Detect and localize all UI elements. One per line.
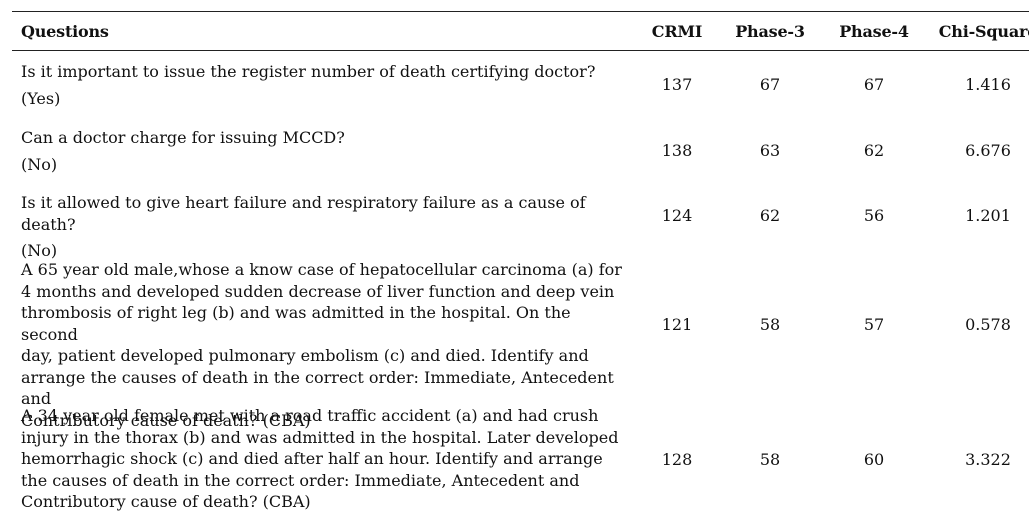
question-line: injury in the thorax (b) and was admitte… <box>21 427 619 447</box>
crmi-value: 124 <box>661 206 693 225</box>
chi-square-value: 0.578 <box>965 315 1011 334</box>
question-text: Is it allowed to give heart failure and … <box>21 193 586 234</box>
phase4-value: 57 <box>863 315 885 334</box>
question-cell: A 34 year old female met with a road tra… <box>21 405 631 513</box>
question-line: thrombosis of right leg (b) and was admi… <box>21 303 571 344</box>
table-header-rule <box>12 50 1029 51</box>
phase3-value: 62 <box>759 206 781 225</box>
question-cell: Is it allowed to give heart failure and … <box>21 192 631 262</box>
question-line: hemorrhagic shock (c) and died after hal… <box>21 449 603 468</box>
phase4-value: 62 <box>863 141 885 160</box>
phase4-value: 60 <box>863 450 885 469</box>
question-line: Contributory cause of death? (CBA) <box>21 492 311 511</box>
question-cell: Is it important to issue the register nu… <box>21 61 631 109</box>
question-line: 4 months and developed sudden decrease o… <box>21 281 615 301</box>
question-line: A 65 year old male,whose a know case of … <box>21 260 622 279</box>
question-cell: Can a doctor charge for issuing MCCD? (N… <box>21 127 631 175</box>
chi-square-value: 6.676 <box>965 141 1011 160</box>
question-line: the causes of death in the correct order… <box>21 470 580 490</box>
header-crmi: CRMI <box>651 22 703 41</box>
question-line: arrange the causes of death in the corre… <box>21 367 614 409</box>
question-text: Can a doctor charge for issuing MCCD? <box>21 128 345 147</box>
question-answer: (No) <box>21 154 58 174</box>
question-answer: (Yes) <box>21 88 61 108</box>
question-answer: (No) <box>21 241 58 260</box>
phase4-value: 56 <box>863 206 885 225</box>
chi-square-value: 3.322 <box>965 450 1011 469</box>
table-top-rule <box>12 11 1029 12</box>
crmi-value: 138 <box>661 141 693 160</box>
question-cell: A 65 year old male,whose a know case of … <box>21 259 631 431</box>
phase3-value: 58 <box>759 315 781 334</box>
crmi-value: 137 <box>661 75 693 94</box>
header-questions: Questions <box>21 22 109 41</box>
question-line: A 34 year old female met with a road tra… <box>21 406 599 425</box>
phase3-value: 67 <box>759 75 781 94</box>
chi-square-value: 1.201 <box>965 206 1011 225</box>
question-text: Is it important to issue the register nu… <box>21 62 596 81</box>
question-line: day, patient developed pulmonary embolis… <box>21 346 589 365</box>
phase3-value: 63 <box>759 141 781 160</box>
crmi-value: 128 <box>661 450 693 469</box>
header-phase3: Phase-3 <box>735 22 805 41</box>
crmi-value: 121 <box>661 315 693 334</box>
chi-square-value: 1.416 <box>965 75 1011 94</box>
phase4-value: 67 <box>863 75 885 94</box>
header-phase4: Phase-4 <box>839 22 909 41</box>
phase3-value: 58 <box>759 450 781 469</box>
header-chi-square: Chi-Square <box>938 22 1029 41</box>
question-line: Contributory cause of death? (CBA) <box>21 410 311 430</box>
